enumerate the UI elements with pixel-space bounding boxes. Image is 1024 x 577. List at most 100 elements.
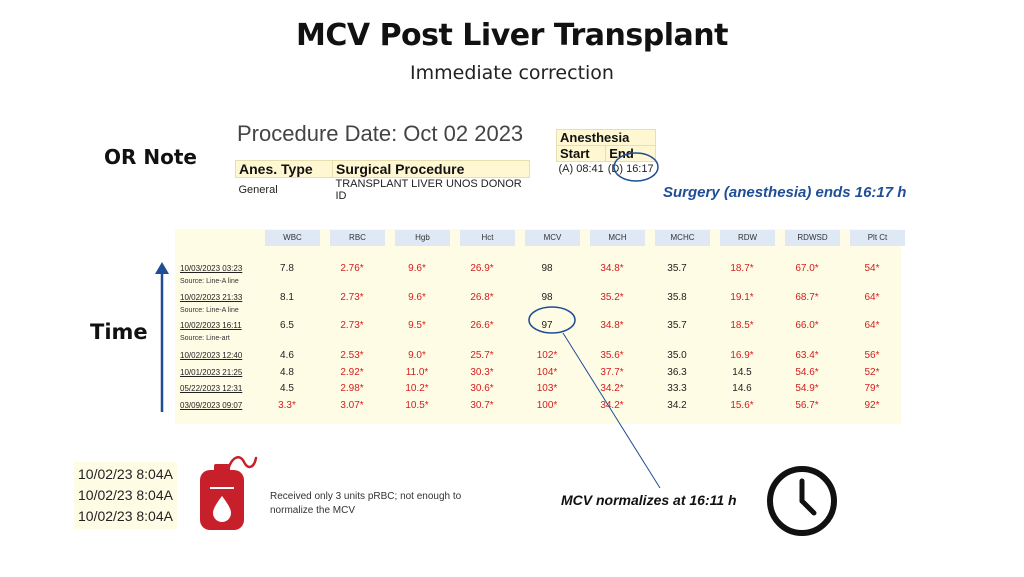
lab-value-cell: 30.7*: [470, 400, 494, 411]
prbc-note: Received only 3 units pRBC; not enough t…: [270, 491, 462, 516]
lab-value-cell: 64*: [864, 320, 880, 331]
lab-value-cell: 97: [541, 320, 553, 331]
lab-column-header: RBC: [330, 230, 385, 246]
lab-row-date-link[interactable]: 10/02/2023 21:33: [180, 293, 243, 302]
procedure-table: Anes. Type Surgical Procedure General TR…: [235, 160, 530, 202]
lab-value-cell: 30.3*: [470, 367, 494, 378]
lab-value-cell: 11.0*: [405, 367, 429, 378]
lab-value-cell: 52*: [864, 367, 880, 378]
lab-value-cell: 14.6: [732, 383, 752, 394]
lab-value-cell: 3.07*: [340, 400, 364, 411]
or-note-label: OR Note: [104, 145, 197, 169]
lab-row-date-link[interactable]: 10/02/2023 16:11: [180, 321, 242, 330]
anesthesia-header: Anesthesia: [555, 129, 657, 146]
lab-row-date-link[interactable]: 03/09/2023 09:07: [180, 401, 243, 410]
page-subtitle: Immediate correction: [410, 62, 614, 84]
lab-value-cell: 33.3: [667, 383, 687, 394]
lab-row-date-link[interactable]: 05/22/2023 12:31: [180, 384, 243, 393]
lab-value-cell: 34.8*: [600, 263, 624, 274]
lab-value-cell: 100*: [536, 400, 558, 411]
lab-value-cell: 2.73*: [340, 320, 364, 331]
lab-value-cell: 102*: [536, 350, 558, 361]
lab-value-cell: 10.5*: [405, 400, 429, 411]
lab-value-cell: 9.6*: [408, 263, 426, 274]
lab-column-header: Hct: [460, 230, 515, 246]
lab-value-cell: 79*: [864, 383, 880, 394]
lab-value-cell: 54.9*: [795, 383, 819, 394]
lab-value-cell: 25.7*: [470, 350, 494, 361]
lab-column-header: MCHC: [655, 230, 710, 246]
lab-value-cell: 34.2*: [600, 383, 624, 394]
lab-value-cell: 10.2*: [405, 383, 429, 394]
anes-type-header: Anes. Type: [235, 160, 333, 178]
lab-value-cell: 35.8: [667, 292, 687, 303]
lab-row-date-link[interactable]: 10/01/2023 21:25: [180, 368, 243, 377]
lab-row-date-link[interactable]: 10/03/2023 03:23: [180, 264, 243, 273]
lab-value-cell: 9.5*: [408, 320, 426, 331]
lab-value-cell: 34.8*: [600, 320, 624, 331]
anes-type-value: General: [238, 184, 278, 196]
lab-value-cell: 34.2*: [600, 400, 624, 411]
lab-column-header: RDWSD: [785, 230, 840, 246]
lab-value-cell: 26.8*: [470, 292, 494, 303]
lab-value-cell: 8.1: [280, 292, 294, 303]
lab-value-cell: 2.73*: [340, 292, 364, 303]
lab-row-source: Source: Line-A line: [180, 307, 239, 314]
lab-value-cell: 56.7*: [795, 400, 819, 411]
lab-value-cell: 56*: [864, 350, 880, 361]
lab-value-cell: 6.5: [280, 320, 294, 331]
lab-value-cell: 15.6*: [730, 400, 754, 411]
lab-value-cell: 35.7: [667, 263, 687, 274]
lab-value-cell: 98: [541, 263, 553, 274]
lab-value-cell: 64*: [864, 292, 880, 303]
lab-column-header: MCV: [525, 230, 580, 246]
lab-value-cell: 67.0*: [795, 263, 819, 274]
start-value: (A) 08:41: [558, 163, 604, 175]
lab-value-cell: 2.53*: [340, 350, 364, 361]
lab-value-cell: 35.7: [667, 320, 687, 331]
lab-value-cell: 18.7*: [730, 263, 754, 274]
transfusion-time: 10/02/23 8:04A: [78, 508, 173, 524]
lab-value-cell: 36.3: [667, 367, 687, 378]
lab-column-header: Hgb: [395, 230, 450, 246]
lab-value-cell: 16.9*: [730, 350, 754, 361]
lab-value-cell: 35.2*: [600, 292, 624, 303]
lab-row-source: Source: Line-A line: [180, 278, 239, 285]
time-label: Time: [90, 320, 148, 344]
clock-icon: [767, 466, 837, 536]
lab-value-cell: 34.2: [667, 400, 687, 411]
lab-value-cell: 66.0*: [795, 320, 819, 331]
lab-value-cell: 103*: [536, 383, 558, 394]
start-header: Start: [555, 145, 607, 162]
lab-column-header: Plt Ct: [850, 230, 905, 246]
end-header: End: [605, 145, 657, 162]
lab-value-cell: 9.6*: [408, 292, 426, 303]
lab-value-cell: 2.92*: [340, 367, 364, 378]
lab-value-cell: 35.0: [667, 350, 687, 361]
lab-value-cell: 54.6*: [795, 367, 819, 378]
lab-value-cell: 2.98*: [340, 383, 364, 394]
lab-value-cell: 3.3*: [278, 400, 296, 411]
lab-value-cell: 4.6: [280, 350, 294, 361]
procedure-date: Procedure Date: Oct 02 2023: [237, 121, 524, 146]
surgical-procedure-header: Surgical Procedure: [332, 160, 530, 178]
transfusion-time: 10/02/23 8:04A: [78, 487, 173, 503]
lab-value-cell: 63.4*: [795, 350, 819, 361]
lab-column-header: MCH: [590, 230, 645, 246]
mcv-normalizes-note: MCV normalizes at 16:11 h: [561, 492, 737, 508]
anesthesia-times: Anesthesia Start End (A) 08:41 (D) 16:17: [555, 129, 657, 176]
lab-value-cell: 104*: [536, 367, 558, 378]
lab-value-cell: 14.5: [732, 367, 752, 378]
lab-value-cell: 7.8: [280, 263, 294, 274]
surgical-procedure-value: TRANSPLANT LIVER UNOS DONOR ID: [335, 178, 522, 202]
lab-column-header: RDW: [720, 230, 775, 246]
lab-value-cell: 9.0*: [408, 350, 426, 361]
lab-row-date-link[interactable]: 10/02/2023 12:40: [180, 351, 243, 360]
lab-value-cell: 26.6*: [470, 320, 494, 331]
lab-value-cell: 4.8: [280, 367, 294, 378]
lab-value-cell: 68.7*: [795, 292, 819, 303]
blood-bag-icon: [200, 456, 258, 530]
lab-value-cell: 2.76*: [340, 263, 364, 274]
lab-value-cell: 30.6*: [470, 383, 494, 394]
lab-row-source: Source: Line-art: [180, 335, 230, 342]
